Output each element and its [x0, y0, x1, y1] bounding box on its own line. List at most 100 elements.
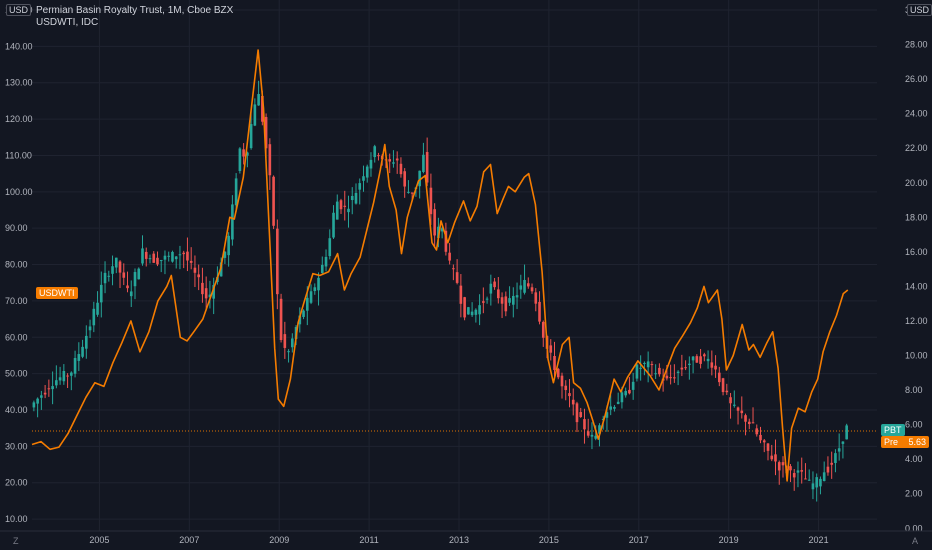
pbt-candle-body	[133, 272, 137, 287]
pbt-candle-body	[444, 230, 448, 252]
pbt-candle-body	[193, 267, 197, 273]
pbt-candle-body	[744, 415, 747, 422]
pbt-candle-body	[144, 251, 148, 259]
pbt-candle-body	[276, 228, 279, 295]
pbt-candle-body	[781, 462, 785, 466]
pbt-candle-body	[373, 146, 377, 158]
time-axis[interactable]: 2005 2007 2009 2011 2013 2015 2017 2019 2021	[0, 530, 932, 545]
pbt-candle-body	[579, 412, 583, 418]
pbt-candle-body	[493, 281, 496, 288]
pbt-candle-body	[538, 301, 541, 322]
pbt-candle-body	[84, 335, 88, 349]
pbt-candle-body	[377, 155, 380, 157]
right-price-axis[interactable]: 30.0028.0026.0024.0022.0020.0018.0016.00…	[905, 5, 928, 533]
pbt-candle-body	[122, 272, 126, 278]
pbt-candle-body	[291, 338, 294, 348]
pbt-candle-body	[556, 368, 560, 378]
right-tick-label: 16.00	[905, 247, 928, 257]
pbt-candle-body	[350, 195, 354, 201]
pbt-candle-body	[189, 260, 193, 263]
pbt-candle-body	[88, 326, 92, 331]
pbt-candle-body	[639, 367, 642, 369]
pbt-candle-body	[583, 419, 586, 430]
pbt-candle-body	[354, 192, 358, 204]
pbt-candle-body	[298, 315, 302, 325]
left-tick-label: 20.00	[5, 478, 28, 488]
pbt-candle-body	[92, 308, 96, 326]
pbt-candle-body	[774, 454, 777, 462]
pbt-candle-body	[792, 473, 796, 478]
pbt-candle-body	[755, 428, 759, 435]
pbt-candle-body	[335, 201, 339, 220]
pbt-candle-body	[837, 448, 841, 452]
pbt-candle-body	[624, 390, 627, 396]
right-tick-label: 4.00	[905, 454, 923, 464]
pbt-candle-body	[523, 279, 526, 293]
pbt-candle-body	[822, 472, 826, 482]
right-tick-label: 28.00	[905, 40, 928, 50]
pbt-candle-body	[628, 389, 631, 394]
pbt-candle-body	[268, 144, 272, 176]
pbt-candle-body	[81, 346, 84, 357]
pbt-candle-body	[710, 362, 714, 368]
pbt-candle-body	[43, 392, 47, 395]
compare-symbol[interactable]: USDWTI, IDC	[36, 17, 99, 28]
pbt-candle-body	[526, 283, 530, 287]
time-tick-label: 2017	[629, 535, 649, 545]
pbt-candle-body	[264, 117, 268, 149]
left-price-axis[interactable]: 150.00140.00130.00120.00110.00100.0090.0…	[5, 5, 33, 524]
pbt-candle-body	[654, 373, 657, 375]
left-unit-label[interactable]: USD	[6, 4, 32, 16]
pbt-candle-body	[148, 258, 152, 260]
pbt-candle-body	[575, 403, 579, 423]
pbt-candle-body	[452, 268, 455, 270]
pbt-candle-body	[770, 455, 774, 460]
pbt-candle-body	[302, 310, 305, 317]
pbt-candle-body	[152, 253, 156, 263]
left-tick-label: 50.00	[5, 369, 28, 379]
chart-legend: Permian Basin Royalty Trust, 1M, Cboe BZ…	[36, 5, 233, 29]
wti-series-tag[interactable]: USDWTI	[36, 287, 78, 299]
left-tick-label: 40.00	[5, 405, 28, 415]
right-unit-label[interactable]: USD	[907, 4, 932, 16]
symbol-title[interactable]: Permian Basin Royalty Trust, 1M, Cboe BZ…	[36, 5, 234, 16]
pbt-candle-body	[141, 248, 144, 264]
grid	[32, 0, 877, 531]
pbt-candle-body	[740, 410, 744, 414]
pbt-candle-body	[482, 301, 485, 303]
pbt-candle-body	[51, 386, 54, 390]
left-tick-label: 70.00	[5, 296, 28, 306]
left-tick-label: 140.00	[5, 41, 33, 51]
left-tick-label: 30.00	[5, 441, 28, 451]
pbt-candle-body	[721, 378, 725, 393]
pbt-candle-body	[500, 297, 504, 304]
pbt-candle-body	[167, 255, 171, 257]
pbt-candle-body	[171, 251, 174, 262]
pbt-candle-body	[751, 422, 755, 424]
time-tick-label: 2005	[89, 535, 109, 545]
timezone-toggle[interactable]: Z	[13, 536, 19, 546]
pbt-candle-body	[669, 377, 672, 379]
pbt-candle-body	[815, 477, 819, 488]
pbt-candle-body	[257, 94, 260, 106]
pbt-candle-body	[680, 367, 684, 370]
auto-scale-toggle[interactable]: A	[912, 536, 919, 546]
pbt-candle-body	[320, 264, 324, 274]
pbt-candle-body	[174, 256, 178, 260]
pbt-candle-body	[343, 205, 347, 207]
pbt-candle-body	[197, 274, 200, 278]
pbt-candle-body	[586, 431, 590, 436]
pbt-candle-body	[66, 375, 69, 377]
pbt-candle-body	[811, 483, 815, 490]
wti-price-tag-value: 5.63	[908, 437, 927, 447]
pbt-candle-body	[463, 297, 466, 318]
pbt-candle-body	[403, 171, 406, 187]
pbt-candle-body	[339, 200, 343, 210]
time-tick-label: 2007	[179, 535, 199, 545]
pbt-candle-body	[455, 272, 459, 283]
time-tick-label: 2009	[269, 535, 289, 545]
pbt-candles	[32, 80, 848, 502]
pbt-candle-body	[208, 294, 212, 298]
pbt-candle-body	[425, 152, 429, 183]
